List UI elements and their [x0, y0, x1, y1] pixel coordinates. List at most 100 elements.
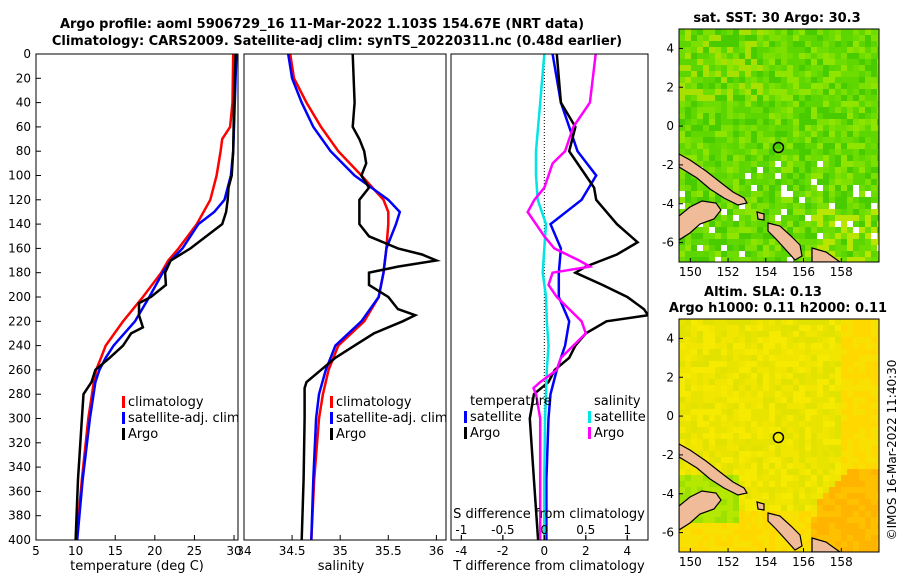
heatmap-cell: [841, 65, 848, 72]
heatmap-cell: [745, 149, 752, 156]
heatmap-cell: [877, 227, 879, 234]
heatmap-cell: [793, 409, 800, 416]
heatmap-cell: [757, 367, 764, 374]
heatmap-cell: [817, 385, 824, 392]
heatmap-cell: [697, 185, 704, 192]
heatmap-cell: [835, 349, 842, 356]
heatmap-cell: [835, 331, 842, 338]
depth-tick-label: 260: [8, 363, 31, 377]
heatmap-cell: [781, 71, 788, 78]
heatmap-cell: [691, 71, 698, 78]
heatmap-cell: [877, 373, 879, 380]
heatmap-cell: [697, 349, 704, 356]
heatmap-cell: [817, 221, 824, 228]
heatmap-cell: [721, 427, 728, 434]
heatmap-cell: [877, 161, 879, 168]
heatmap-cell: [781, 505, 788, 512]
heatmap-cell: [763, 209, 770, 216]
heatmap-cell: [697, 523, 704, 530]
heatmap-cell: [769, 529, 776, 536]
heatmap-cell: [799, 337, 806, 344]
latitude-tick-label: 0: [666, 409, 674, 423]
heatmap-cell: [805, 257, 812, 262]
heatmap-cell: [763, 343, 770, 350]
heatmap-cell: [763, 469, 770, 476]
heatmap-cell: [835, 179, 842, 186]
heatmap-cell: [817, 475, 824, 482]
heatmap-cell: [757, 427, 764, 434]
heatmap-cell: [811, 475, 818, 482]
heatmap-cell: [799, 101, 806, 108]
heatmap-cell: [853, 125, 860, 132]
heatmap-cell: [829, 227, 836, 234]
heatmap-cell: [733, 493, 740, 500]
heatmap-cell: [757, 439, 764, 446]
heatmap-cell: [811, 113, 818, 120]
heatmap-cell: [709, 119, 716, 126]
heatmap-cell: [703, 197, 710, 204]
heatmap-cell: [679, 403, 686, 410]
heatmap-cell: [745, 167, 752, 174]
heatmap-cell: [829, 113, 836, 120]
heatmap-cell: [811, 65, 818, 72]
heatmap-cell: [859, 475, 866, 482]
heatmap-cell: [697, 125, 704, 132]
heatmap-cell: [787, 463, 794, 470]
heatmap-cell: [859, 131, 866, 138]
heatmap-cell: [847, 233, 854, 240]
heatmap-cell: [715, 361, 722, 368]
heatmap-cell: [751, 517, 758, 524]
heatmap-cell: [727, 439, 734, 446]
heatmap-cell: [877, 137, 879, 144]
heatmap-cell: [829, 107, 836, 114]
heatmap-cell: [715, 349, 722, 356]
heatmap-cell: [769, 397, 776, 404]
heatmap-cell: [685, 415, 692, 422]
longitude-tick-label: 152: [717, 265, 740, 279]
heatmap-cell: [703, 167, 710, 174]
heatmap-cell: [691, 53, 698, 60]
heatmap-cell: [775, 391, 782, 398]
heatmap-cell: [847, 173, 854, 180]
heatmap-cell: [751, 35, 758, 42]
heatmap-cell: [841, 155, 848, 162]
heatmap-cell: [871, 29, 878, 36]
heatmap-cell: [751, 29, 758, 36]
heatmap-cell: [703, 53, 710, 60]
heatmap-cell: [679, 251, 686, 258]
heatmap-cell: [691, 475, 698, 482]
heatmap-cell: [781, 463, 788, 470]
heatmap-cell: [751, 523, 758, 530]
heatmap-cell: [817, 427, 824, 434]
heatmap-cell: [685, 89, 692, 96]
heatmap-cell: [739, 185, 746, 192]
heatmap-cell: [703, 337, 710, 344]
heatmap-cell: [763, 415, 770, 422]
heatmap-cell: [853, 239, 860, 246]
heatmap-cell: [739, 499, 746, 506]
heatmap-cell: [835, 379, 842, 386]
heatmap-cell: [757, 95, 764, 102]
heatmap-cell: [709, 71, 716, 78]
heatmap-cell: [871, 95, 878, 102]
heatmap-cell: [793, 137, 800, 144]
heatmap-cell: [697, 403, 704, 410]
heatmap-cell: [697, 343, 704, 350]
heatmap-cell: [877, 499, 879, 506]
heatmap-cell: [829, 409, 836, 416]
heatmap-cell: [715, 397, 722, 404]
heatmap-cell: [733, 137, 740, 144]
heatmap-cell: [775, 475, 782, 482]
heatmap-cell: [703, 131, 710, 138]
heatmap-cell: [721, 325, 728, 332]
heatmap-cell: [763, 107, 770, 114]
heatmap-cell: [835, 451, 842, 458]
heatmap-cell: [751, 167, 758, 174]
heatmap-cell: [859, 349, 866, 356]
heatmap-cell: [709, 409, 716, 416]
heatmap-cell: [685, 523, 692, 530]
heatmap-cell: [793, 523, 800, 530]
heatmap-cell: [823, 481, 830, 488]
heatmap-cell: [865, 119, 872, 126]
heatmap-cell: [679, 77, 686, 84]
